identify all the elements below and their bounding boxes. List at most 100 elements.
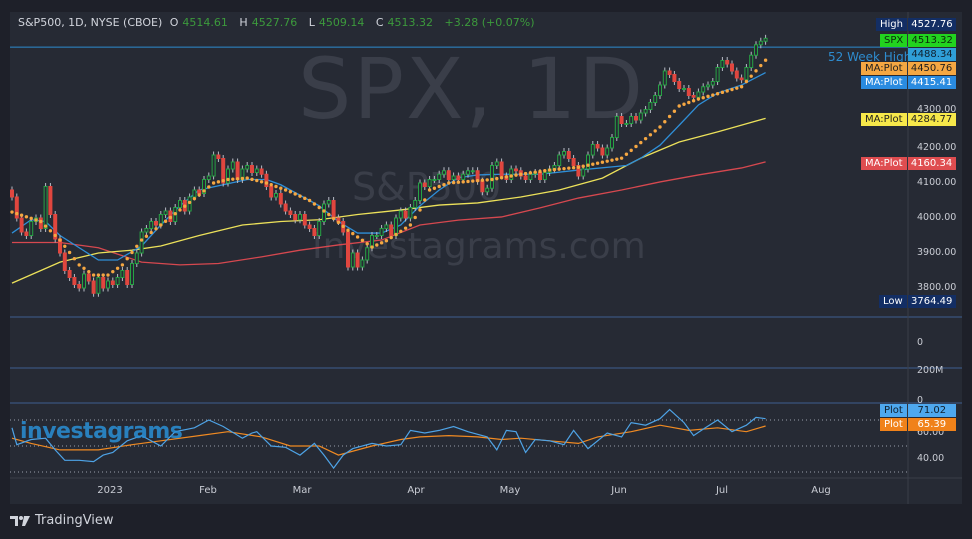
rsi-tick: 40.00 xyxy=(917,453,945,464)
ma-dot xyxy=(576,165,581,169)
price-tick: 4000.00 xyxy=(917,212,957,223)
candle-body xyxy=(557,154,562,166)
price-tag-value: 65.39 xyxy=(907,418,956,431)
price-tag-label: Low xyxy=(879,295,907,308)
ma-dot xyxy=(96,273,101,277)
candle-body xyxy=(110,280,115,285)
price-tag-low: Low 3764.49 xyxy=(879,295,956,308)
ma-dot xyxy=(82,266,86,270)
ma-dot xyxy=(24,215,29,219)
candle-body xyxy=(586,154,590,170)
candle-body xyxy=(672,74,677,82)
ma-dot xyxy=(615,157,619,161)
ma-dot xyxy=(106,273,110,277)
ma-dot xyxy=(87,269,91,274)
candle-body xyxy=(422,182,427,187)
candle-body xyxy=(701,86,706,93)
candle-body xyxy=(317,221,322,236)
ma-dot xyxy=(648,133,653,137)
candle-body xyxy=(230,161,235,170)
candle-body xyxy=(19,217,24,233)
candle-body xyxy=(331,200,336,219)
ma-dot xyxy=(29,216,33,221)
candle-body xyxy=(763,37,768,42)
candle-body xyxy=(379,228,384,236)
ma-dot xyxy=(72,256,77,261)
candle-body xyxy=(638,112,643,121)
candle-body xyxy=(269,186,274,198)
ma-dot xyxy=(77,263,81,267)
ma-dot xyxy=(178,208,182,212)
candle-body xyxy=(576,165,581,177)
candle-body xyxy=(326,200,331,205)
low-value: 4509.14 xyxy=(318,16,365,29)
candle-body xyxy=(451,175,456,180)
price-tag-value: 4513.32 xyxy=(908,34,957,47)
ma-dot xyxy=(619,156,624,160)
candle-body xyxy=(667,70,672,75)
ma-dot xyxy=(58,238,62,242)
pane2-tick: 0 xyxy=(917,337,924,348)
candle-body xyxy=(470,170,475,173)
ma-dot xyxy=(581,164,585,168)
price-tag-value: 4284.77 xyxy=(907,113,956,126)
ma-dot xyxy=(754,69,758,73)
close-label: C xyxy=(375,16,384,29)
candle-body xyxy=(686,88,691,96)
ma-dot xyxy=(259,180,264,184)
candle-body xyxy=(499,161,504,177)
ma-dot xyxy=(207,185,211,189)
candle-body xyxy=(480,180,485,193)
candle-body xyxy=(581,168,586,177)
price-tag-label: Plot xyxy=(880,404,907,417)
ma-dot xyxy=(226,177,230,182)
ma-dot xyxy=(571,166,576,170)
candle-body xyxy=(754,44,758,56)
ma-dot xyxy=(759,63,763,68)
candle-body xyxy=(710,81,715,86)
ma-dot xyxy=(331,216,336,221)
ma-dot xyxy=(192,196,197,201)
ma-dot xyxy=(456,180,461,184)
ma-dot xyxy=(706,94,710,99)
candle-body xyxy=(355,252,360,268)
candle-body xyxy=(154,221,158,226)
candle-body xyxy=(725,60,730,65)
candle-body xyxy=(485,187,490,193)
price-tag-label: Plot xyxy=(880,418,907,431)
candle-body xyxy=(192,189,197,198)
ma-dot xyxy=(629,148,633,153)
price-tag-label: MA:Plot xyxy=(861,76,907,89)
ma-dot xyxy=(461,180,465,184)
candle-body xyxy=(566,151,571,159)
ma-dot xyxy=(677,104,681,108)
candle-body xyxy=(374,235,379,237)
candle-body xyxy=(432,179,437,181)
time-label: Jun xyxy=(611,485,627,496)
candle-body xyxy=(619,116,624,124)
ma-dot xyxy=(490,177,494,182)
ma-dot xyxy=(691,99,696,103)
ma-dot xyxy=(173,212,177,216)
ma-dot xyxy=(663,120,667,124)
candle-body xyxy=(682,88,686,90)
ma-dot xyxy=(562,166,566,171)
investagrams-logo: investagrams xyxy=(20,419,183,444)
candle-body xyxy=(274,193,278,198)
candle-body xyxy=(226,168,230,184)
ma-dot xyxy=(667,114,672,119)
ma-dot xyxy=(653,129,657,133)
ma-dot xyxy=(360,238,365,243)
ma-dot xyxy=(408,223,413,227)
high-label: H xyxy=(239,16,248,29)
candle-body xyxy=(365,247,370,261)
time-label: Aug xyxy=(811,485,831,496)
price-tag-week52: 4488.34 xyxy=(899,48,956,61)
ma-dot xyxy=(423,198,427,202)
tradingview-brand[interactable]: TradingView xyxy=(10,513,114,528)
ma-dot xyxy=(466,179,470,184)
tradingview-label: TradingView xyxy=(35,513,114,528)
candle-body xyxy=(734,70,739,79)
candle-body xyxy=(120,270,125,278)
